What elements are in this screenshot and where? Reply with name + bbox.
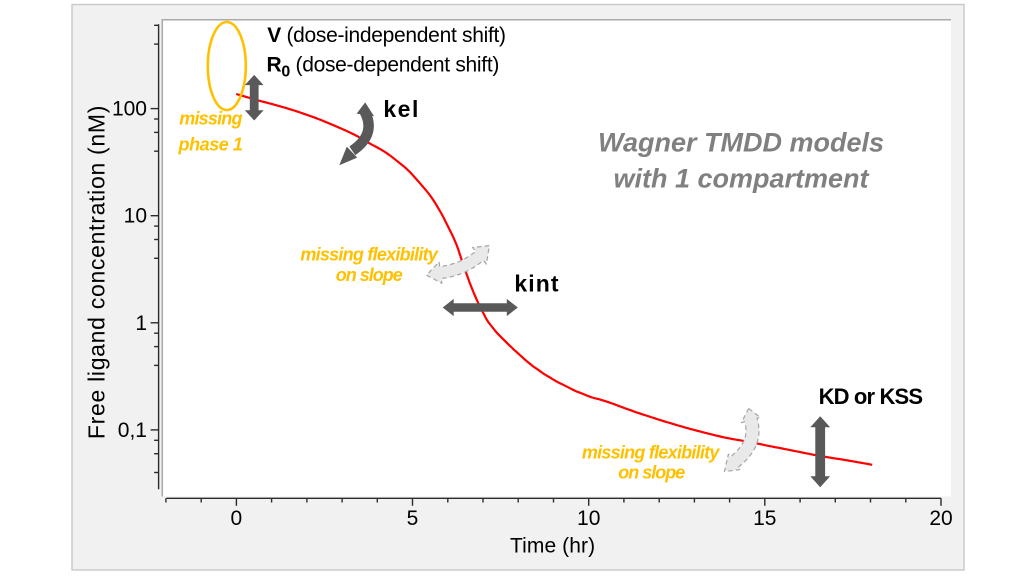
svg-text:10: 10 (124, 205, 147, 228)
svg-text:Wagner TMDD models: Wagner TMDD models (598, 128, 884, 158)
svg-text:5: 5 (407, 507, 419, 530)
svg-text:R0 (dose-dependent shift): R0 (dose-dependent shift) (267, 53, 500, 80)
svg-text:15: 15 (753, 507, 776, 530)
svg-text:missing flexibility: missing flexibility (582, 442, 721, 462)
svg-text:missing: missing (179, 109, 242, 129)
svg-text:on slope: on slope (618, 462, 685, 482)
svg-text:kint: kint (514, 270, 559, 296)
svg-text:KD or KSS: KD or KSS (819, 384, 923, 409)
svg-text:20: 20 (929, 507, 952, 530)
svg-text:0: 0 (231, 507, 243, 530)
svg-text:phase 1: phase 1 (178, 135, 243, 155)
svg-text:100: 100 (112, 98, 147, 121)
svg-text:kel: kel (383, 96, 419, 122)
svg-text:V (dose-independent shift): V (dose-independent shift) (267, 24, 506, 47)
svg-text:with 1 compartment: with 1 compartment (613, 163, 869, 193)
svg-text:on slope: on slope (336, 265, 403, 285)
svg-text:10: 10 (577, 507, 600, 530)
svg-text:1: 1 (135, 312, 147, 335)
svg-text:missing flexibility: missing flexibility (300, 245, 439, 265)
svg-text:Time (hr): Time (hr) (510, 535, 595, 558)
svg-text:Free ligand concentration (nM): Free ligand concentration (nM) (84, 105, 110, 439)
svg-text:0,1: 0,1 (118, 419, 147, 442)
